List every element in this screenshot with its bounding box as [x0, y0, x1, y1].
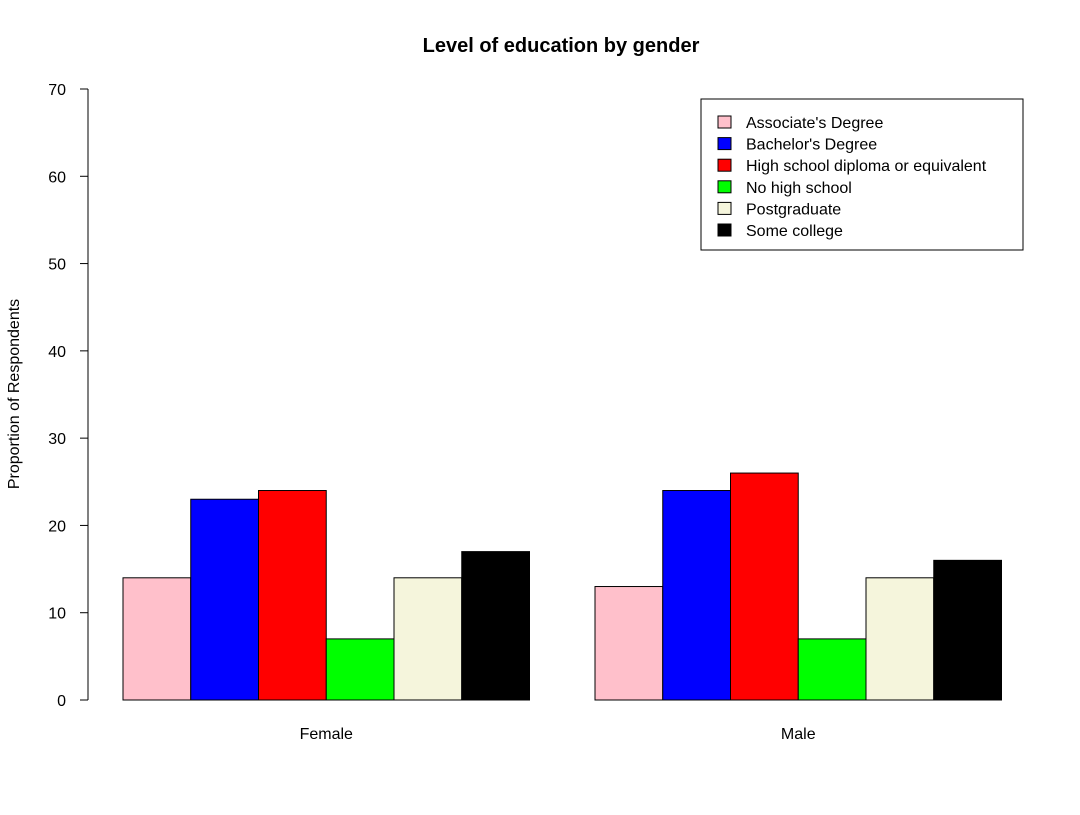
bars-group	[122, 472, 1002, 701]
legend-label: High school diploma or equivalent	[746, 158, 987, 175]
y-tick-label: 50	[48, 257, 66, 274]
legend-label: Associate's Degree	[746, 115, 883, 132]
legend-label: Bachelor's Degree	[746, 137, 877, 154]
legend-swatch	[717, 180, 732, 194]
y-tick-label: 20	[48, 518, 66, 535]
y-tick-label: 60	[48, 169, 66, 186]
legend-swatch	[717, 137, 732, 151]
bar	[393, 577, 463, 701]
legend-box	[700, 98, 1024, 251]
chart-title: Level of education by gender	[423, 35, 700, 57]
y-tick-label: 40	[48, 344, 66, 361]
category-labels: Female Male	[300, 726, 816, 743]
bar	[594, 586, 664, 701]
legend-swatch	[717, 223, 732, 237]
y-axis-ticks: 0 10 20 30 40 50 60 70	[48, 82, 88, 710]
legend-swatch	[717, 115, 732, 129]
bar	[797, 638, 867, 701]
legend-label: No high school	[746, 180, 852, 197]
y-axis-label: Proportion of Respondents	[6, 299, 23, 489]
y-tick-label: 10	[48, 606, 66, 623]
bar	[865, 577, 935, 701]
bar	[730, 472, 799, 701]
bar	[190, 498, 259, 701]
bar	[122, 577, 192, 701]
legend-label: Some college	[746, 223, 843, 240]
legend-swatch	[717, 201, 732, 215]
y-tick-label: 70	[48, 82, 66, 99]
bar	[258, 490, 327, 701]
bar	[461, 551, 530, 701]
legend-swatch	[717, 158, 732, 172]
x-category-label: Male	[781, 726, 816, 743]
y-tick-label: 0	[57, 693, 66, 710]
bar	[933, 559, 1002, 701]
x-category-label: Female	[300, 726, 353, 743]
y-tick-label: 30	[48, 431, 66, 448]
legend-label: Postgraduate	[746, 201, 841, 218]
bar	[662, 490, 731, 701]
bar	[325, 638, 395, 701]
legend: Associate's Degree Bachelor's Degree High …	[700, 98, 1024, 251]
